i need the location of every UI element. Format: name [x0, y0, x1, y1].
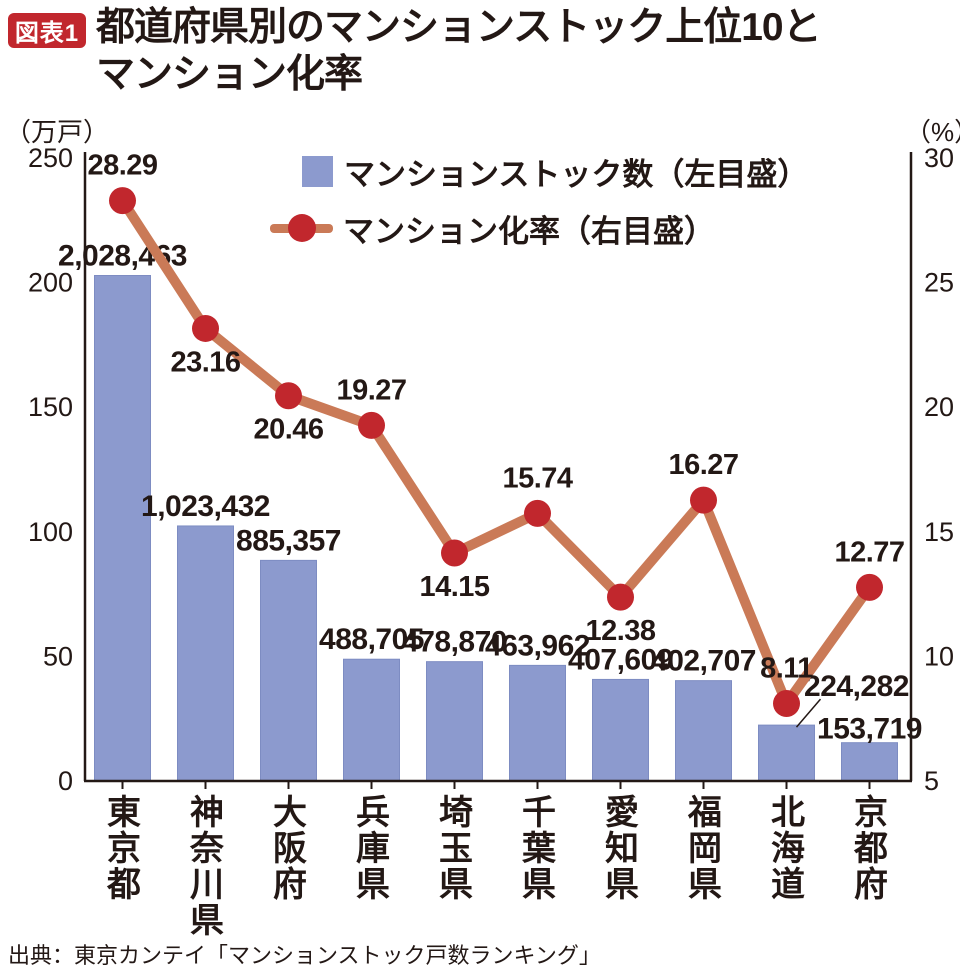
- chart-title-line2: マンション化率: [96, 52, 363, 96]
- x-axis-label-埼玉県: 埼玉県: [433, 794, 472, 902]
- left-axis-tick-0: 0: [58, 766, 73, 796]
- left-axis-tick-100: 100: [28, 517, 73, 547]
- bar-value-label-兵庫県: 488,705: [319, 623, 424, 656]
- rate-marker-京都府: [856, 573, 883, 601]
- legend-item-stock: マンションストック数（左目盛）: [270, 150, 808, 192]
- x-axis-label-京都府: 京都府: [848, 794, 887, 902]
- bar-value-label-福岡県: 402,707: [651, 645, 756, 678]
- label-leader-line: [795, 698, 822, 728]
- rate-marker-千葉県: [524, 499, 551, 527]
- right-axis-tick-20: 20: [924, 392, 954, 422]
- rate-value-label-神奈川県: 23.16: [170, 346, 240, 378]
- x-axis-label-東京都: 東京都: [101, 794, 140, 902]
- bar-value-label-愛知県: 407,609: [568, 643, 673, 676]
- bar-北海道: [758, 724, 815, 782]
- right-axis-tick-25: 25: [924, 268, 954, 298]
- rate-value-label-千葉県: 15.74: [502, 462, 572, 494]
- x-axis-label-北海道: 北海道: [765, 794, 804, 902]
- rate-value-label-東京都: 28.29: [87, 150, 157, 182]
- chart-title-line1: 都道府県別のマンションストック上位10と: [96, 6, 822, 49]
- marker-dot-icon: [287, 214, 316, 242]
- x-axis-label-大阪府: 大阪府: [267, 794, 306, 902]
- bar-東京都: [94, 275, 151, 782]
- right-axis-tick-15: 15: [924, 517, 954, 547]
- x-axis-label-福岡県: 福岡県: [682, 794, 721, 902]
- figure-badge: 図表1: [8, 13, 86, 48]
- rate-marker-大阪府: [275, 382, 302, 410]
- bar-swatch-icon: [302, 155, 333, 187]
- rate-value-label-大阪府: 20.46: [253, 414, 323, 446]
- rate-value-label-北海道: 8.11: [760, 652, 813, 684]
- rate-value-label-愛知県: 12.38: [585, 615, 655, 647]
- bar-京都府: [841, 742, 898, 782]
- left-axis-tick-200: 200: [28, 268, 73, 298]
- bar-千葉県: [509, 664, 566, 782]
- bar-福岡県: [675, 680, 732, 782]
- bar-神奈川県: [177, 525, 234, 782]
- legend-label-rate: マンション化率（右目盛）: [343, 213, 715, 249]
- bar-value-label-北海道: 224,282: [804, 670, 909, 703]
- bar-大阪府: [260, 559, 317, 782]
- source-note: 出典：東京カンテイ「マンションストック戸数ランキング」: [8, 943, 601, 968]
- line-marker-icon: [270, 214, 333, 242]
- bar-value-label-埼玉県: 478,870: [402, 626, 507, 659]
- legend-item-rate: マンション化率（右目盛）: [270, 207, 808, 249]
- bar-value-label-神奈川県: 1,023,432: [141, 490, 270, 523]
- rate-marker-愛知県: [607, 583, 634, 611]
- bar-埼玉県: [426, 661, 483, 782]
- right-axis-unit: （%）: [905, 117, 960, 147]
- x-axis-label-兵庫県: 兵庫県: [350, 794, 389, 902]
- left-axis-unit: （万戸）: [5, 117, 110, 147]
- rate-value-label-兵庫県: 19.27: [336, 374, 406, 406]
- x-axis-label-神奈川県: 神奈川県: [184, 794, 223, 938]
- right-axis-tick-30: 30: [924, 143, 954, 173]
- rate-marker-福岡県: [690, 486, 717, 514]
- right-axis-tick-10: 10: [924, 641, 954, 671]
- legend-label-stock: マンションストック数（左目盛）: [344, 156, 809, 192]
- rate-marker-埼玉県: [441, 539, 468, 567]
- bar-兵庫県: [343, 658, 400, 782]
- rate-marker-北海道: [773, 689, 800, 717]
- left-axis-tick-150: 150: [28, 392, 73, 422]
- bar-愛知県: [592, 678, 649, 782]
- rate-marker-東京都: [109, 187, 136, 215]
- left-axis-tick-250: 250: [28, 143, 73, 173]
- rate-marker-兵庫県: [358, 411, 385, 439]
- bar-value-label-京都府: 153,719: [817, 713, 922, 746]
- left-axis-tick-50: 50: [43, 641, 73, 671]
- x-axis-label-千葉県: 千葉県: [516, 794, 555, 902]
- rate-marker-神奈川県: [192, 314, 219, 342]
- legend: マンションストック数（左目盛） マンション化率（右目盛）: [270, 150, 808, 249]
- rate-value-label-京都府: 12.77: [834, 536, 904, 568]
- rate-value-label-埼玉県: 14.15: [419, 571, 489, 603]
- right-axis-tick-5: 5: [924, 766, 939, 796]
- rate-value-label-福岡県: 16.27: [668, 449, 738, 481]
- bar-value-label-大阪府: 885,357: [236, 524, 341, 557]
- rate-line: [117, 195, 875, 709]
- chart-title: 都道府県別のマンションストック上位10と マンション化率: [96, 5, 822, 99]
- x-axis-label-愛知県: 愛知県: [599, 794, 638, 902]
- bar-value-label-千葉県: 463,962: [485, 629, 590, 662]
